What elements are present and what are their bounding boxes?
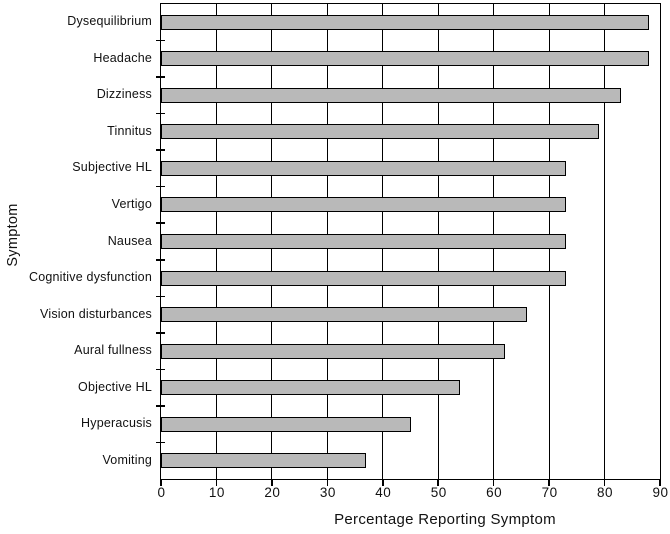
x-axis-tick bbox=[382, 479, 384, 486]
y-axis-tick bbox=[155, 222, 165, 224]
x-axis-tick bbox=[659, 479, 661, 486]
category-label: Hyperacusis bbox=[81, 416, 152, 431]
bar bbox=[161, 307, 527, 323]
x-tick-label: 0 bbox=[157, 485, 166, 500]
category-label: Vomiting bbox=[102, 452, 152, 467]
x-axis-tick bbox=[437, 479, 439, 486]
y-axis-tick bbox=[155, 368, 165, 371]
y-axis-tick bbox=[155, 76, 165, 78]
bar bbox=[161, 160, 566, 176]
category-label: Headache bbox=[93, 50, 152, 65]
x-tick-label: 20 bbox=[264, 485, 281, 500]
bar bbox=[161, 124, 599, 140]
category-label: Tinnitus bbox=[107, 123, 152, 138]
bar bbox=[161, 270, 566, 286]
category-label: Dysequilibrium bbox=[67, 14, 152, 29]
x-axis-tick bbox=[548, 479, 550, 486]
category-label: Vision disturbances bbox=[40, 306, 152, 321]
x-axis-tick bbox=[603, 479, 606, 486]
bar bbox=[161, 87, 622, 103]
category-label: Objective HL bbox=[78, 379, 152, 394]
x-axis-title: Percentage Reporting Symptom bbox=[334, 511, 556, 528]
x-tick-label: 10 bbox=[208, 485, 225, 500]
category-label: Nausea bbox=[107, 233, 152, 248]
x-tick-label: 30 bbox=[319, 485, 336, 500]
bar bbox=[161, 234, 566, 249]
bar bbox=[161, 453, 367, 469]
x-axis-tick bbox=[215, 479, 218, 486]
bar bbox=[161, 51, 649, 67]
x-tick-label: 80 bbox=[597, 485, 614, 500]
y-axis-tick bbox=[155, 185, 165, 188]
x-tick-label: 90 bbox=[652, 485, 669, 500]
category-label: Subjective HL bbox=[72, 160, 152, 175]
y-axis-tick bbox=[155, 149, 165, 151]
bar bbox=[161, 343, 505, 359]
x-axis-tick bbox=[326, 479, 329, 486]
category-label: Aural fullness bbox=[74, 343, 152, 358]
category-label: Vertigo bbox=[111, 196, 152, 211]
x-axis-tick bbox=[271, 479, 273, 486]
x-tick-label: 60 bbox=[486, 485, 503, 500]
category-label: Cognitive dysfunction bbox=[28, 270, 152, 285]
bar bbox=[161, 197, 566, 213]
x-tick-label: 50 bbox=[430, 485, 447, 500]
y-axis-tick bbox=[155, 405, 165, 407]
x-tick-label: 70 bbox=[541, 485, 558, 500]
bar bbox=[161, 14, 649, 30]
x-axis-tick bbox=[492, 479, 495, 486]
category-label: Dizziness bbox=[96, 87, 152, 102]
y-axis-tick bbox=[155, 295, 165, 298]
x-axis-tick-labels: 0 10 20 30 40 50 60 70 80 90 bbox=[157, 485, 668, 503]
x-axis-tick bbox=[160, 479, 162, 486]
category-axis: Dysequilibrium Headache Dizziness Tinnitus S… bbox=[0, 3, 152, 480]
bar bbox=[161, 416, 411, 432]
x-tick-label: 40 bbox=[375, 485, 392, 500]
y-axis-tick bbox=[155, 112, 165, 115]
plot-area bbox=[155, 3, 661, 486]
y-axis-tick bbox=[155, 39, 165, 42]
y-axis-tick bbox=[155, 259, 165, 261]
bar bbox=[161, 380, 461, 396]
y-axis-tick bbox=[155, 332, 165, 334]
gridline bbox=[604, 4, 606, 479]
y-axis-tick bbox=[155, 441, 165, 444]
